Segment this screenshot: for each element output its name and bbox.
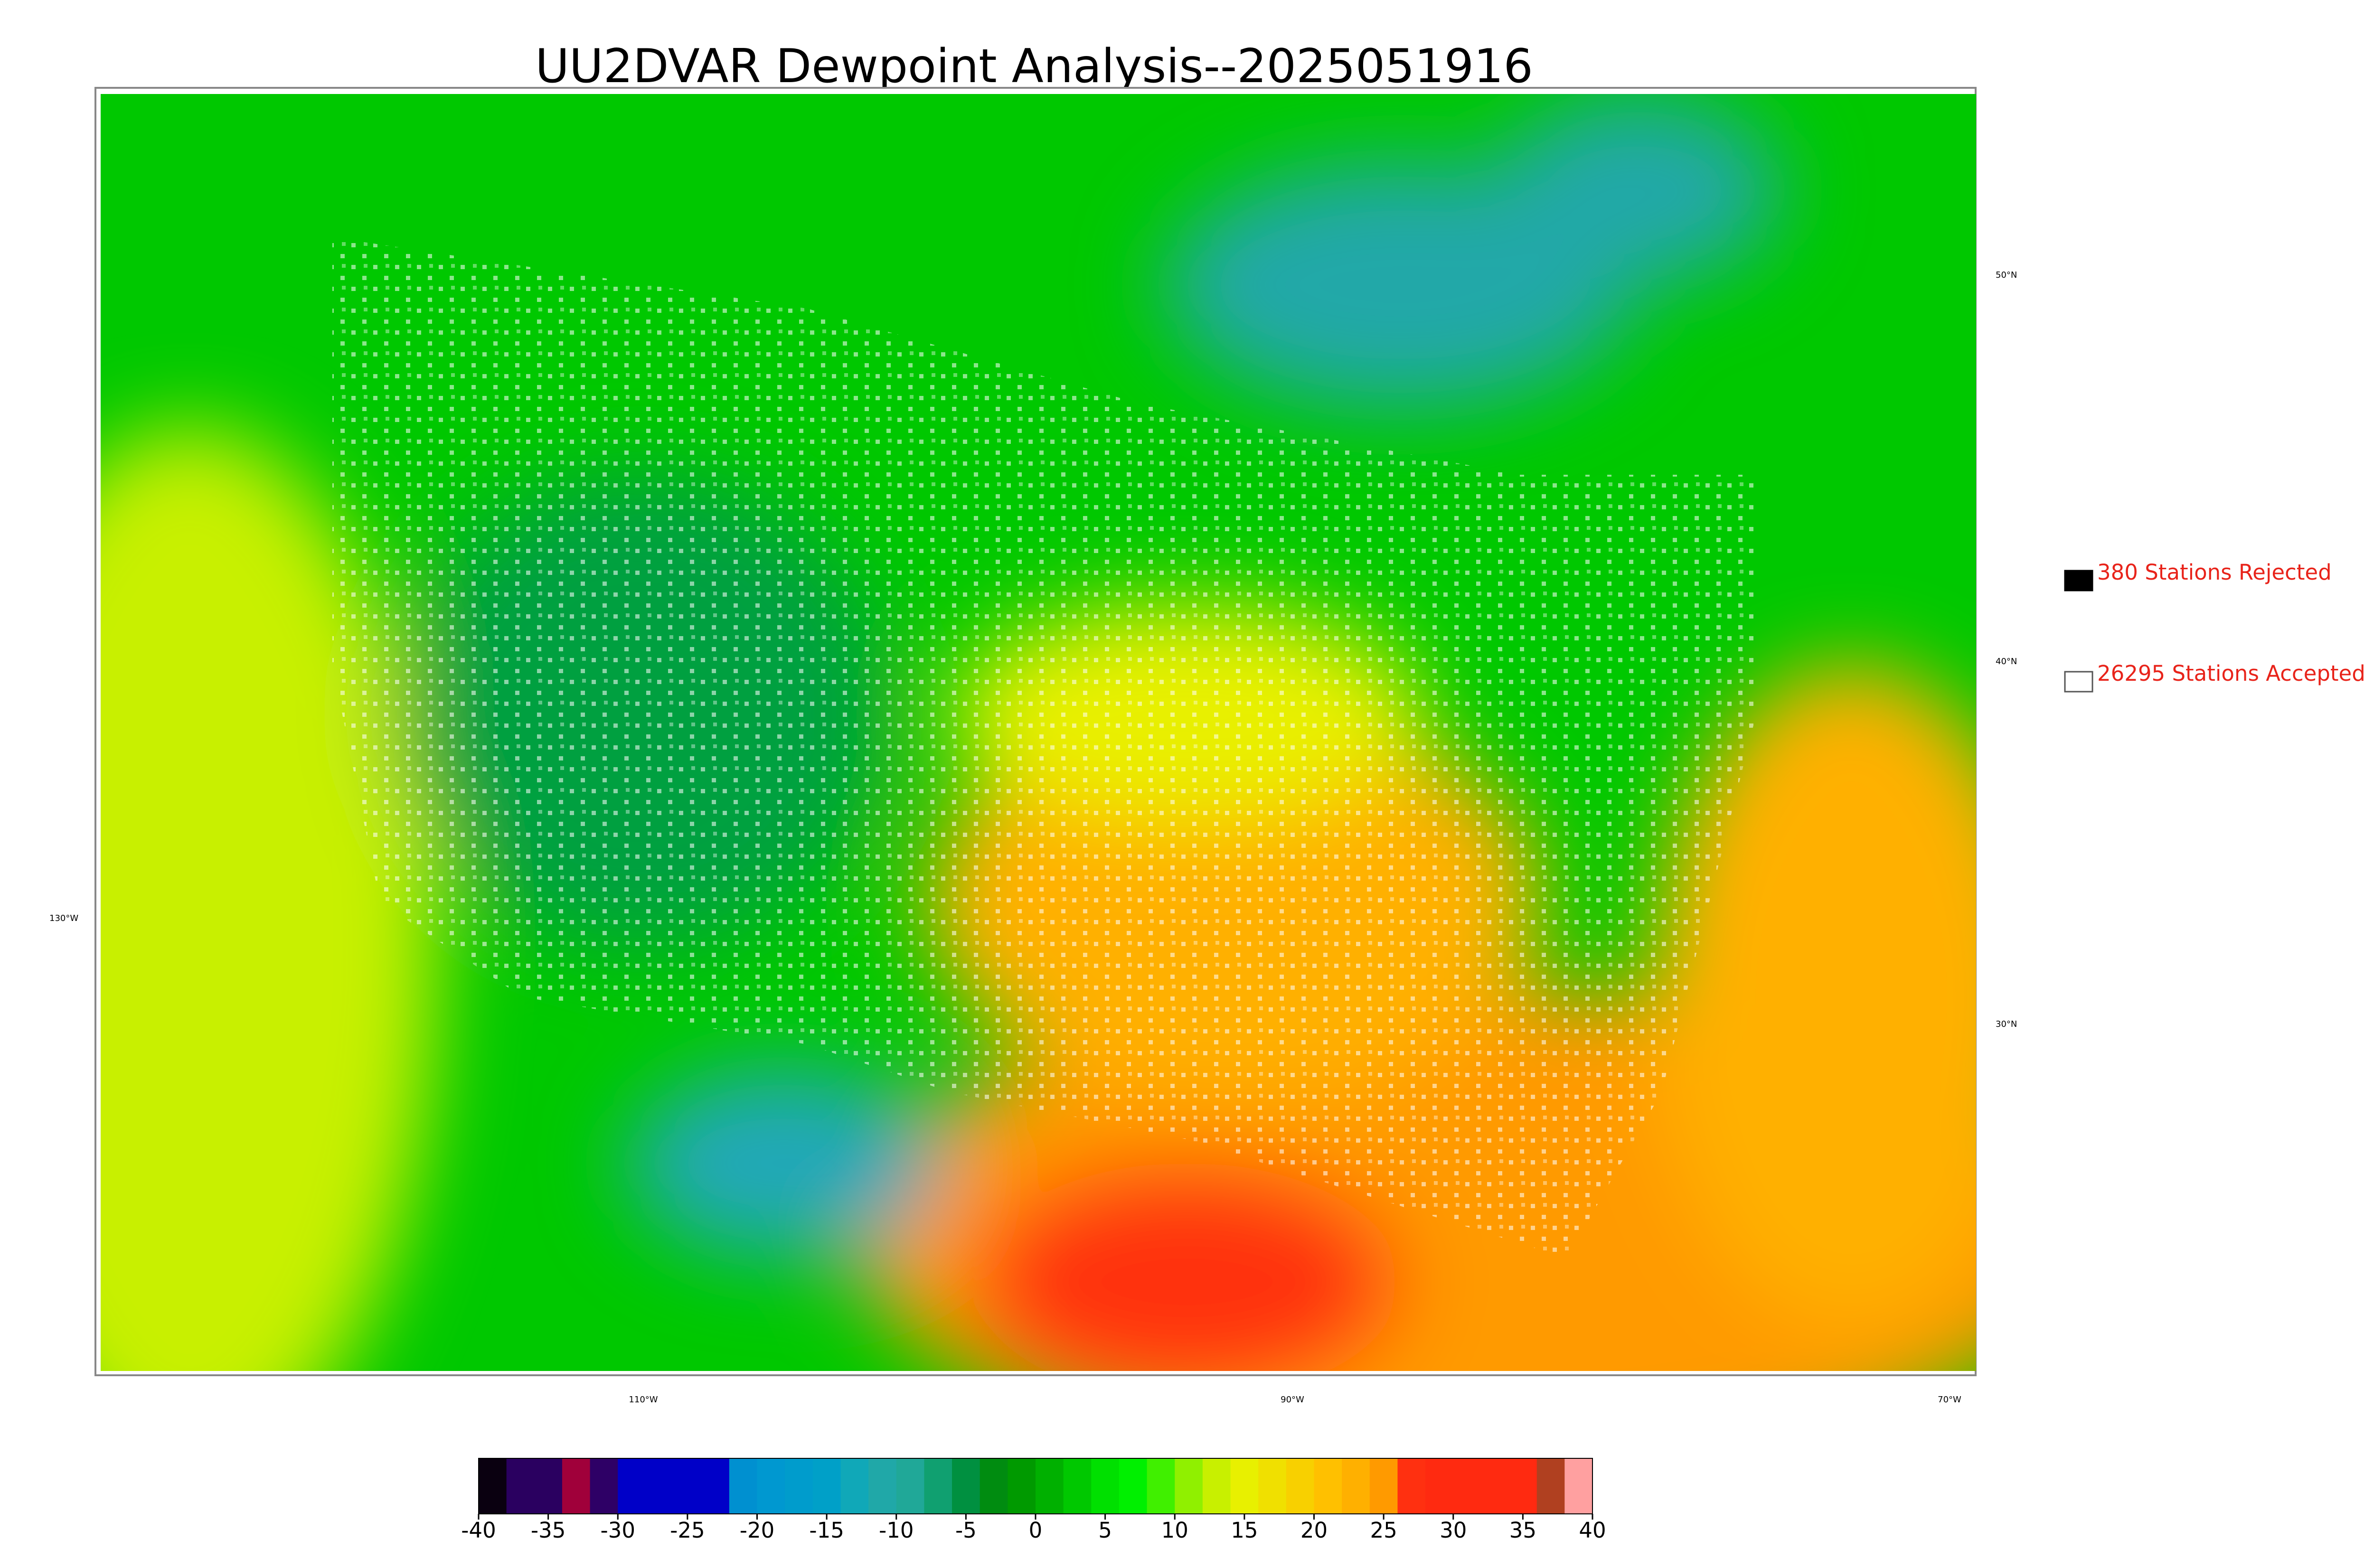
colorbar-segment <box>840 1458 869 1514</box>
colorbar-tick-label: -5 <box>955 1518 977 1543</box>
colorbar-segment <box>1119 1458 1148 1514</box>
colorbar-segment <box>1453 1458 1482 1514</box>
lon-label: 130°W <box>49 913 78 923</box>
colorbar-tick-label: 40 <box>1579 1518 1606 1543</box>
legend-swatch <box>2064 570 2093 592</box>
colorbar-segment <box>1369 1458 1398 1514</box>
colorbar-tick-label: -30 <box>601 1518 636 1543</box>
colorbar-segment <box>1342 1458 1370 1514</box>
colorbar-segment <box>1175 1458 1203 1514</box>
colorbar-segment <box>1147 1458 1176 1514</box>
colorbar-segment <box>645 1458 674 1514</box>
colorbar-segment <box>1091 1458 1120 1514</box>
colorbar-tick-label: 10 <box>1161 1518 1188 1543</box>
colorbar-segment <box>952 1458 980 1514</box>
colorbar: -40 -35 -30 -25 -20 -15 -10 -5 0 5 10 15 20 25 30 35 40 <box>461 1458 1606 1543</box>
colorbar-tick-label: 25 <box>1370 1518 1397 1543</box>
gulf-hot <box>973 1163 1401 1371</box>
colorbar-segment <box>701 1458 730 1514</box>
colorbar-segment <box>534 1458 563 1514</box>
lat-label: 50°N <box>1996 270 2017 280</box>
colorbar-segment <box>562 1458 591 1514</box>
colorbar-segment <box>1564 1458 1593 1514</box>
colorbar-segment <box>757 1458 785 1514</box>
colorbar-segment <box>506 1458 535 1514</box>
station-markers <box>332 237 1757 1258</box>
colorbar-segment <box>785 1458 813 1514</box>
colorbar-segment <box>924 1458 952 1514</box>
colorbar-segment <box>812 1458 841 1514</box>
legend-label: 380 Stations Rejected <box>2097 560 2332 585</box>
colorbar-tick-label: -15 <box>809 1518 844 1543</box>
colorbar-segment <box>1258 1458 1287 1514</box>
colorbar-tick-label: 35 <box>1509 1518 1536 1543</box>
lon-label: 90°W <box>1281 1395 1304 1405</box>
colorbar-segment <box>980 1458 1008 1514</box>
colorbar-segment <box>1202 1458 1231 1514</box>
atlantic-warm <box>1652 665 1976 1329</box>
colorbar-tick-label: -35 <box>531 1518 566 1543</box>
colorbar-segment <box>1397 1458 1426 1514</box>
colorbar-segment <box>479 1458 507 1514</box>
colorbar-segment <box>673 1458 702 1514</box>
colorbar-tick-label: 0 <box>1029 1518 1043 1543</box>
legend-swatch <box>2064 671 2093 693</box>
map-title: UU2DVAR Dewpoint Analysis--2025051916 <box>535 39 1533 94</box>
colorbar-segment <box>1425 1458 1454 1514</box>
colorbar-tick-label: -20 <box>740 1518 775 1543</box>
colorbar-segment <box>1230 1458 1259 1514</box>
colorbar-tick-label: 15 <box>1231 1518 1258 1543</box>
colorbar-segment <box>868 1458 897 1514</box>
colorbar-segment <box>1036 1458 1064 1514</box>
colorbar-segment <box>896 1458 925 1514</box>
colorbar-segment <box>590 1458 619 1514</box>
lon-label: 110°W <box>629 1395 658 1405</box>
lon-label: 70°W <box>1938 1395 1961 1405</box>
colorbar-segment <box>1063 1458 1092 1514</box>
colorbar-segment <box>1314 1458 1342 1514</box>
colorbar-tick-label: 5 <box>1098 1518 1112 1543</box>
colorbar-tick-label: 20 <box>1300 1518 1328 1543</box>
colorbar-segment <box>1509 1458 1537 1514</box>
lat-label: 40°N <box>1996 657 2017 667</box>
colorbar-segment <box>618 1458 646 1514</box>
dewpoint-field <box>101 94 1976 1371</box>
colorbar-tick-label: 30 <box>1440 1518 1467 1543</box>
colorbar-segment <box>1008 1458 1036 1514</box>
colorbar-tick-label: -40 <box>461 1518 496 1543</box>
quebec-dry <box>1496 95 1780 285</box>
colorbar-segment <box>1481 1458 1509 1514</box>
colorbar-tick-label: -25 <box>670 1518 705 1543</box>
legend-label: 26295 Stations Accepted <box>2097 661 2365 686</box>
colorbar-segment <box>729 1458 758 1514</box>
lat-label: 30°N <box>1996 1019 2017 1029</box>
colorbar-tick-label: -10 <box>879 1518 914 1543</box>
colorbar-segment <box>1286 1458 1315 1514</box>
colorbar-segment <box>1536 1458 1565 1514</box>
mexico-dry <box>627 1068 940 1258</box>
